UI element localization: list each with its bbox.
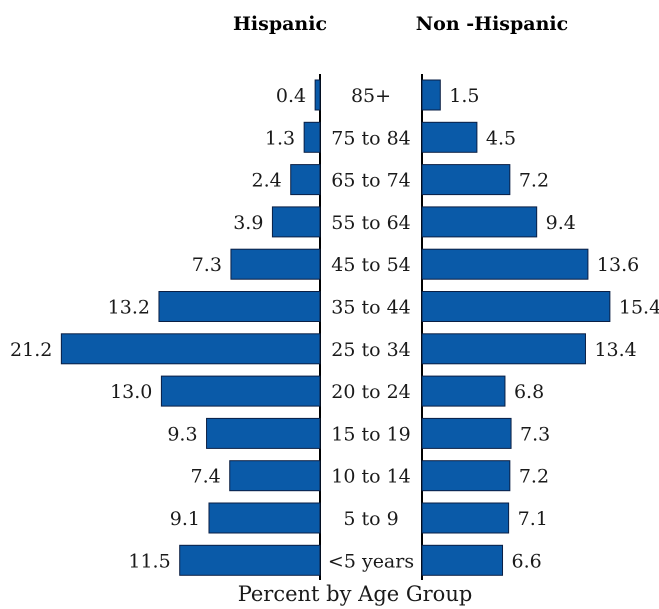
bar-hispanic [290, 164, 321, 196]
data-label-hispanic: 7.4 [191, 466, 221, 488]
category-label: <5 years [328, 550, 414, 572]
category-label: 25 to 34 [331, 339, 411, 361]
bar-hispanic [158, 291, 321, 322]
category-label: 5 to 9 [343, 508, 398, 530]
data-label-non-hispanic: 7.1 [518, 508, 548, 530]
data-label-hispanic: 21.2 [10, 339, 52, 361]
data-label-non-hispanic: 15.4 [619, 297, 659, 319]
data-label-non-hispanic: 6.6 [512, 550, 542, 572]
bar-non-hispanic [421, 248, 589, 280]
bar-hispanic [60, 333, 321, 365]
bar-non-hispanic [421, 333, 586, 365]
bar-non-hispanic [421, 375, 506, 407]
data-label-non-hispanic: 9.4 [546, 212, 576, 234]
category-label: 85+ [351, 85, 391, 107]
data-label-non-hispanic: 7.2 [519, 466, 549, 488]
data-label-hispanic: 13.0 [110, 381, 152, 403]
category-label: 55 to 64 [331, 212, 411, 234]
bar-non-hispanic [421, 79, 441, 111]
category-label: 15 to 19 [331, 423, 411, 445]
data-label-hispanic: 13.2 [108, 297, 150, 319]
bar-non-hispanic [421, 121, 478, 153]
category-label: 75 to 84 [331, 127, 411, 149]
bar-hispanic [271, 206, 321, 238]
data-label-non-hispanic: 13.4 [594, 339, 636, 361]
left-series-header: Hispanic [233, 13, 327, 35]
data-label-non-hispanic: 13.6 [597, 254, 639, 276]
bar-non-hispanic [421, 502, 510, 534]
category-label: 35 to 44 [331, 297, 411, 319]
data-label-non-hispanic: 7.2 [519, 170, 549, 192]
x-axis-label: Percent by Age Group [238, 582, 473, 606]
data-label-hispanic: 0.4 [276, 85, 306, 107]
category-label: 45 to 54 [331, 254, 411, 276]
data-label-non-hispanic: 1.5 [449, 85, 479, 107]
bar-hispanic [314, 79, 321, 111]
data-label-hispanic: 9.3 [167, 423, 197, 445]
data-label-hispanic: 9.1 [170, 508, 200, 530]
bar-hispanic [206, 417, 321, 449]
data-label-hispanic: 2.4 [252, 170, 282, 192]
bar-non-hispanic [421, 544, 504, 576]
bar-non-hispanic [421, 291, 611, 322]
bar-hispanic [303, 121, 321, 153]
bar-hispanic [160, 375, 321, 407]
bar-hispanic [179, 544, 321, 576]
right-series-header: Non -Hispanic [416, 13, 568, 35]
data-label-hispanic: 7.3 [192, 254, 222, 276]
category-label: 20 to 24 [331, 381, 411, 403]
bar-hispanic [229, 460, 321, 492]
bar-non-hispanic [421, 164, 511, 196]
data-label-hispanic: 11.5 [128, 550, 170, 572]
data-label-non-hispanic: 7.3 [520, 423, 550, 445]
category-label: 10 to 14 [331, 466, 411, 488]
data-label-hispanic: 1.3 [265, 127, 295, 149]
data-label-non-hispanic: 4.5 [486, 127, 516, 149]
bar-hispanic [230, 248, 321, 280]
bar-non-hispanic [421, 460, 511, 492]
bar-non-hispanic [421, 417, 512, 449]
data-label-non-hispanic: 6.8 [514, 381, 544, 403]
bar-non-hispanic [421, 206, 538, 238]
bar-group: 85+ 0.4 1.5 75 to 84 1.3 4.5 65 to 74 2.4 7.2 55 … [10, 79, 659, 576]
data-label-hispanic: 3.9 [233, 212, 263, 234]
category-label: 65 to 74 [331, 170, 411, 192]
bar-hispanic [208, 502, 321, 534]
